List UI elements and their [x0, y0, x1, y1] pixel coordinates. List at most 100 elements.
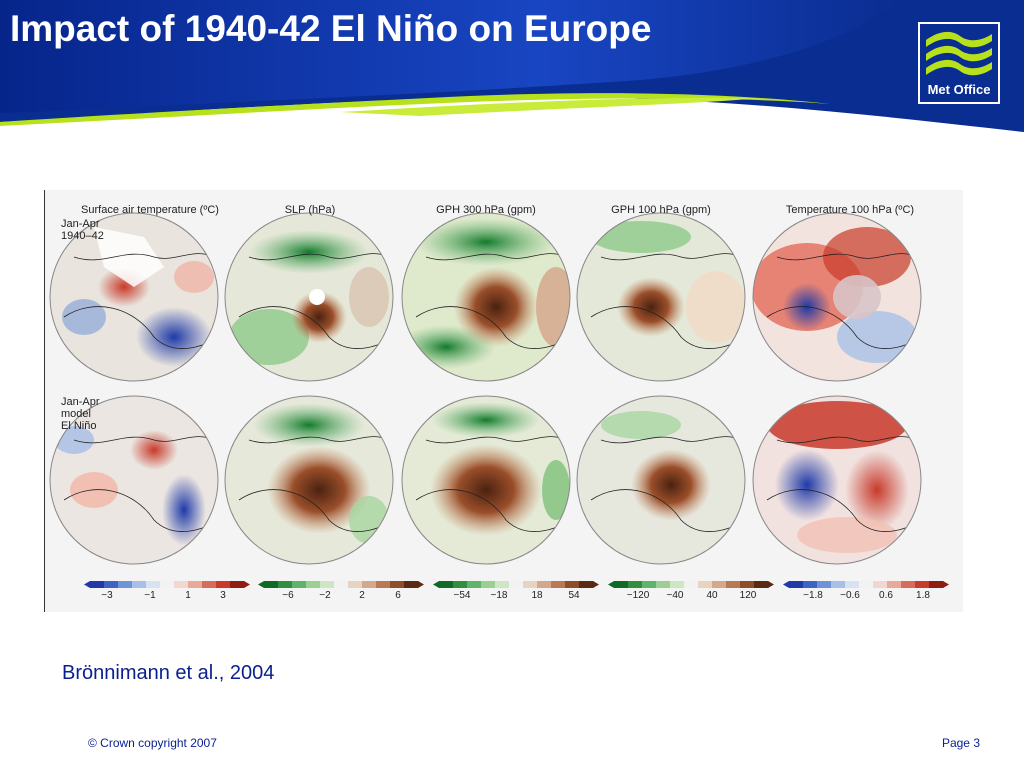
colorbar-segment	[887, 581, 902, 588]
colorbar-segment	[509, 581, 524, 588]
colorbar-segment	[831, 581, 846, 588]
tick-label: 1.8	[916, 590, 930, 601]
colorbar-segment	[614, 581, 629, 588]
map-sat-model	[49, 395, 219, 565]
colorbar-segment	[118, 581, 133, 588]
colorbar-segment	[579, 581, 594, 588]
colorbar-arrow-left	[608, 581, 614, 588]
colorbar-segment	[670, 581, 685, 588]
row-label-observed-line-1: Jan-Apr	[61, 218, 100, 230]
map-gph100-model	[576, 395, 746, 565]
colorbar-segment	[481, 581, 496, 588]
colorbar-segment	[628, 581, 643, 588]
column-title-temperature-100: Temperature 100 hPa (ºC)	[785, 204, 915, 216]
tick-label: 40	[706, 590, 718, 601]
colorbar-segment	[174, 581, 189, 588]
tick-label: −6	[282, 590, 294, 601]
colorbar-segment	[104, 581, 119, 588]
tick-label: −54	[453, 590, 471, 601]
colorbar-segment	[537, 581, 552, 588]
colorbar-arrow-left	[84, 581, 90, 588]
map-temp100-observed	[752, 212, 922, 382]
colorbar-segment	[684, 581, 699, 588]
colorbar-segment	[404, 581, 419, 588]
colorbar-segment	[495, 581, 510, 588]
colorbar-arrow-left	[433, 581, 439, 588]
colorbar-segment	[817, 581, 832, 588]
colorbar-segment	[551, 581, 566, 588]
citation: Brönnimann et al., 2004	[62, 662, 275, 684]
tick-label: 54	[568, 590, 580, 601]
tick-label: 0.6	[879, 590, 893, 601]
colorbar-segment	[362, 581, 377, 588]
colorbar-segment	[565, 581, 580, 588]
row-label-observed-line-2: 1940–42	[61, 230, 104, 242]
colorbar-segment	[698, 581, 713, 588]
slide-header: Impact of 1940-42 El Niño on Europe Met …	[0, 0, 1024, 140]
column-title-gph-100: GPH 100 hPa (gpm)	[611, 204, 711, 216]
column-title-gph-300: GPH 300 hPa (gpm)	[436, 204, 536, 216]
colorbar-segment	[929, 581, 944, 588]
map-gph300-observed	[401, 212, 571, 382]
colorbar-arrow-left	[258, 581, 264, 588]
colorbar-segment	[726, 581, 741, 588]
colorbar-segment	[873, 581, 888, 588]
column-title-slp: SLP (hPa)	[284, 204, 336, 216]
tick-label: −3	[101, 590, 113, 601]
colorbar-segment	[230, 581, 245, 588]
colorbar-segment	[376, 581, 391, 588]
colorbar-segment	[901, 581, 916, 588]
colorbar-segment	[292, 581, 307, 588]
colorbar-arrow-right	[768, 581, 774, 588]
tick-label: −0.6	[840, 590, 860, 601]
tick-label: 2	[359, 590, 365, 601]
colorbar-segment	[523, 581, 538, 588]
colorbar-segment	[306, 581, 321, 588]
colorbar-segment	[915, 581, 930, 588]
map-sat-observed	[49, 212, 219, 382]
colorbar-segment	[845, 581, 860, 588]
colorbar-segment	[160, 581, 175, 588]
colorbar-segment	[803, 581, 818, 588]
tick-label: 120	[739, 590, 757, 601]
colorbar-segment	[859, 581, 874, 588]
row-label-model-line-3: El Niño	[61, 420, 97, 432]
map-slp-model	[224, 395, 394, 565]
tick-label: 6	[395, 590, 401, 601]
slide-title: Impact of 1940-42 El Niño on Europe	[10, 8, 652, 49]
tick-label: 18	[531, 590, 543, 601]
colorbars	[84, 581, 949, 588]
colorbar-segment	[390, 581, 405, 588]
colorbar-segment	[188, 581, 203, 588]
polar-maps-panel	[49, 212, 949, 588]
row-label-model-line-1: Jan-Apr	[61, 396, 100, 408]
colorbar-segment	[146, 581, 161, 588]
colorbar-segment	[90, 581, 105, 588]
colorbar-segment	[439, 581, 454, 588]
tick-label: −2	[319, 590, 331, 601]
tick-label: −1	[144, 590, 156, 601]
tick-label: −18	[490, 590, 508, 601]
met-office-waves-icon	[926, 31, 992, 76]
colorbar-segment	[740, 581, 755, 588]
tick-label: 1	[185, 590, 191, 601]
column-title-surface-air-temperature: Surface air temperature (ºC)	[81, 204, 219, 216]
colorbar-arrow-right	[244, 581, 250, 588]
map-temp100-model	[752, 395, 922, 565]
page-number: Page 3	[941, 736, 980, 750]
colorbar-segment	[348, 581, 363, 588]
colorbar-segment	[216, 581, 231, 588]
colorbar-arrow-right	[418, 581, 424, 588]
header-banner	[0, 0, 1024, 140]
colorbar-segment	[712, 581, 727, 588]
colorbar-segment	[656, 581, 671, 588]
map-slp-observed	[224, 212, 394, 382]
colorbar-arrow-left	[783, 581, 789, 588]
tick-label: −40	[666, 590, 684, 601]
polar-maps-figure: Jan-Apr 1940–42 Jan-Apr model El Niño Su…	[44, 190, 963, 612]
colorbar-segment	[132, 581, 147, 588]
colorbar-segment	[754, 581, 769, 588]
colorbar-segment	[467, 581, 482, 588]
map-gph100-observed	[576, 212, 746, 382]
colorbar-arrow-right	[943, 581, 949, 588]
